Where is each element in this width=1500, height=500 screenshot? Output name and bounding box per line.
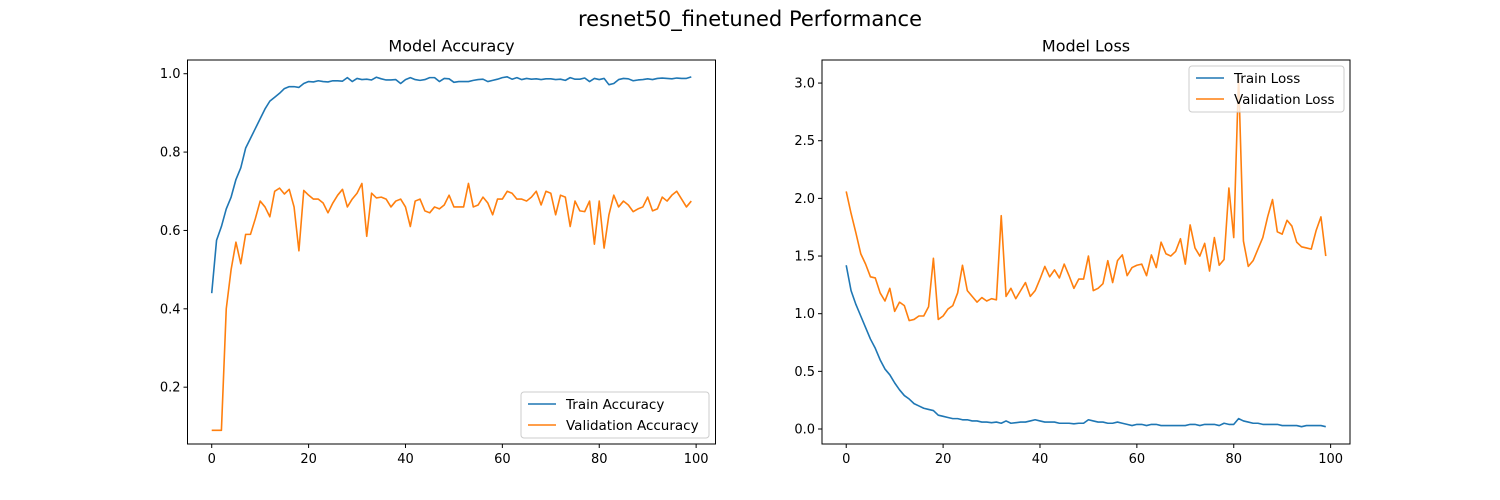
- loss-ytick-label: 3.0: [794, 77, 815, 92]
- accuracy-plot-ticks: 0 20 40 60 80 100 0.2 0.4 0.6 0.8 1.0: [160, 67, 709, 467]
- loss-plot-frame: [821, 59, 1351, 445]
- loss-xtick-label: 100: [1318, 452, 1343, 467]
- loss-ytick-label: 2.0: [794, 192, 815, 207]
- loss-plot-ticks: 0 20 40 60 80 100 0.0 0.5 1.0 1.5 2.0 2.5 3.0: [794, 77, 1343, 467]
- accuracy-ytick-label: 1.0: [160, 67, 181, 82]
- loss-plot-title: Model Loss: [1042, 37, 1130, 56]
- accuracy-legend-box: [520, 391, 710, 439]
- loss-xtick-label: 0: [842, 452, 850, 467]
- loss-ytick-label: 1.0: [794, 307, 815, 322]
- loss-ytick-label: 0.5: [794, 365, 815, 380]
- accuracy-plot: Model Accuracy 0 20 40 60 80 100 0.2 0.4 0.6 0.8 1…: [160, 37, 716, 467]
- accuracy-legend-validation-label: Validation Accuracy: [566, 418, 699, 434]
- loss-train-line: [845, 265, 1326, 428]
- loss-xtick-label: 80: [1225, 452, 1242, 467]
- accuracy-xtick-label: 80: [591, 452, 608, 467]
- accuracy-train-line: [210, 76, 692, 294]
- loss-legend-box: [1188, 65, 1345, 113]
- loss-plot: Model Loss 0 20 40 60 80 100 0.0 0.5 1.0 1.5 2.0 2.…: [794, 37, 1351, 467]
- loss-xtick-label: 20: [935, 452, 952, 467]
- accuracy-legend-train-label: Train Accuracy: [565, 397, 664, 413]
- accuracy-ytick-label: 0.6: [160, 224, 181, 239]
- figure-title: resnet50_finetuned Performance: [578, 7, 922, 32]
- loss-ytick-label: 2.5: [794, 134, 815, 149]
- accuracy-xtick-label: 40: [397, 452, 414, 467]
- accuracy-plot-lines: [210, 76, 692, 432]
- accuracy-ytick-label: 0.4: [160, 302, 181, 317]
- loss-legend-validation-label: Validation Loss: [1234, 92, 1335, 108]
- accuracy-xtick-label: 20: [300, 452, 317, 467]
- loss-legend-train-label: Train Loss: [1233, 71, 1300, 87]
- accuracy-legend: Train Accuracy Validation Accuracy: [520, 391, 710, 439]
- loss-xtick-label: 40: [1032, 452, 1049, 467]
- accuracy-xtick-label: 0: [208, 452, 216, 467]
- accuracy-xtick-label: 100: [684, 452, 709, 467]
- loss-plot-lines: [845, 75, 1327, 428]
- accuracy-xtick-label: 60: [494, 452, 511, 467]
- loss-legend: Train Loss Validation Loss: [1188, 65, 1345, 113]
- loss-xtick-label: 60: [1129, 452, 1146, 467]
- accuracy-validation-line: [211, 182, 692, 432]
- accuracy-ytick-label: 0.8: [160, 146, 181, 161]
- loss-ytick-label: 0.0: [794, 423, 815, 438]
- loss-validation-line: [845, 75, 1327, 322]
- accuracy-plot-title: Model Accuracy: [388, 37, 514, 56]
- accuracy-plot-frame: [187, 59, 716, 445]
- loss-ytick-label: 1.5: [794, 250, 815, 265]
- accuracy-ytick-label: 0.2: [160, 381, 181, 396]
